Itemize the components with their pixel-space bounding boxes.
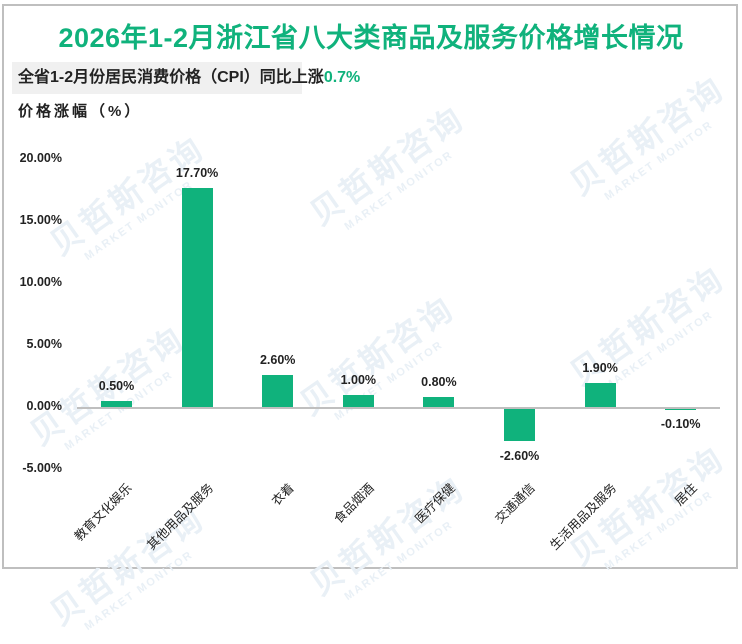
y-tick-label: 0.00% — [26, 399, 62, 413]
data-label: 1.00% — [340, 372, 377, 387]
bar-6 — [504, 409, 535, 442]
y-tick-label: 20.00% — [19, 151, 62, 165]
chart-title: 2026年1-2月浙江省八大类商品及服务价格增长情况 — [58, 23, 684, 53]
bar-1 — [101, 400, 132, 407]
bar-2 — [181, 187, 213, 407]
y-tick-label: -5.00% — [22, 461, 62, 475]
data-label: -0.10% — [660, 417, 701, 431]
y-tick-label: 15.00% — [19, 213, 62, 227]
y-tick-label: 5.00% — [26, 337, 62, 351]
data-label: 0.50% — [98, 378, 135, 393]
bar-4 — [342, 394, 374, 407]
data-label: -2.60% — [499, 449, 540, 464]
data-label: 2.60% — [259, 352, 296, 367]
chart-frame — [2, 4, 738, 569]
bar-3 — [262, 374, 294, 407]
data-label: 1.90% — [582, 361, 618, 376]
y-tick-label: 10.00% — [19, 275, 62, 289]
bar-5 — [423, 397, 455, 407]
bar-8 — [665, 409, 697, 411]
subtitle-highlight: 0.7% — [323, 69, 361, 86]
data-label: 17.70% — [175, 165, 219, 180]
bar-7 — [584, 383, 616, 407]
data-label: 0.80% — [421, 375, 457, 390]
subtitle-text: 全省1-2月份居民消费价格（CPI）同比上涨 — [18, 69, 324, 86]
chart-subtitle: 全省1-2月份居民消费价格（CPI）同比上涨0.7% — [12, 62, 360, 94]
y-axis-label: 价格涨幅（%） — [18, 103, 143, 120]
zero-axis-line — [77, 407, 720, 409]
